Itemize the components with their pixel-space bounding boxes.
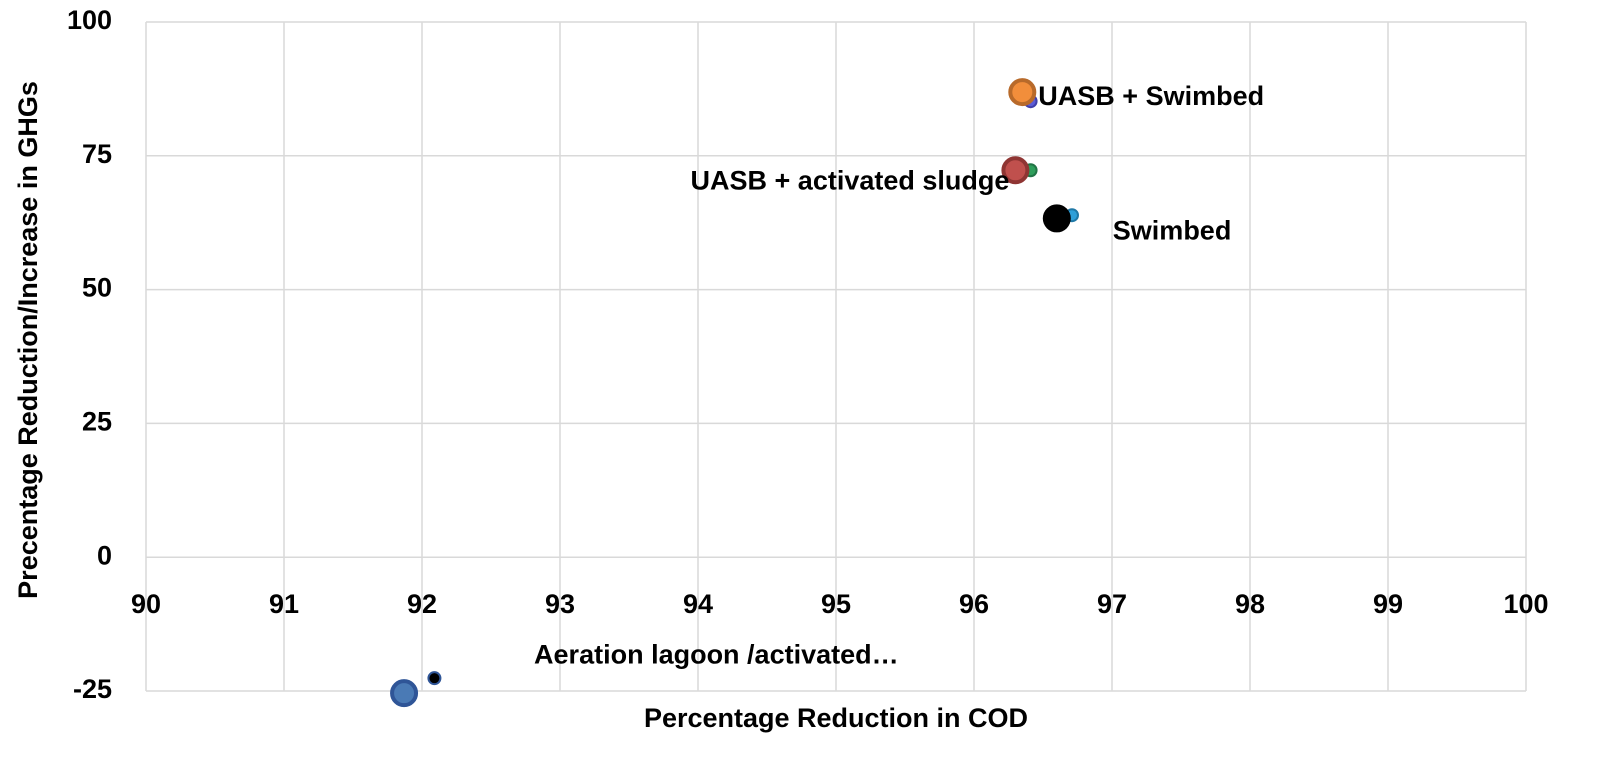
y-tick-label: 0 bbox=[97, 540, 112, 570]
x-tick-label: 90 bbox=[131, 589, 161, 619]
point-label: UASB + Swimbed bbox=[1038, 81, 1264, 111]
x-axis-title: Percentage Reduction in COD bbox=[644, 703, 1028, 733]
point bbox=[1001, 156, 1030, 185]
point bbox=[427, 671, 442, 686]
point-label: UASB + activated sludge bbox=[691, 165, 1010, 195]
x-tick-label: 91 bbox=[269, 589, 299, 619]
point bbox=[390, 679, 419, 708]
point bbox=[1042, 204, 1071, 233]
y-tick-label: 50 bbox=[82, 273, 112, 303]
x-tick-label: 94 bbox=[683, 589, 713, 619]
point-label: Aeration lagoon /activated… bbox=[534, 639, 899, 669]
y-tick-label: 100 bbox=[67, 5, 112, 35]
x-tick-label: 93 bbox=[545, 589, 575, 619]
x-tick-label: 98 bbox=[1235, 589, 1265, 619]
y-tick-label: 25 bbox=[82, 407, 112, 437]
y-tick-label: -25 bbox=[73, 674, 112, 704]
x-tick-label: 95 bbox=[821, 589, 851, 619]
point-label: Swimbed bbox=[1113, 216, 1232, 246]
point bbox=[1008, 78, 1037, 107]
x-tick-label: 96 bbox=[959, 589, 989, 619]
x-tick-label: 92 bbox=[407, 589, 437, 619]
x-tick-label: 100 bbox=[1503, 589, 1548, 619]
x-tick-label: 97 bbox=[1097, 589, 1127, 619]
y-axis-title: Precentage Reduction/Increase in GHGs bbox=[13, 81, 43, 599]
y-tick-label: 75 bbox=[82, 139, 112, 169]
x-tick-label: 99 bbox=[1373, 589, 1403, 619]
